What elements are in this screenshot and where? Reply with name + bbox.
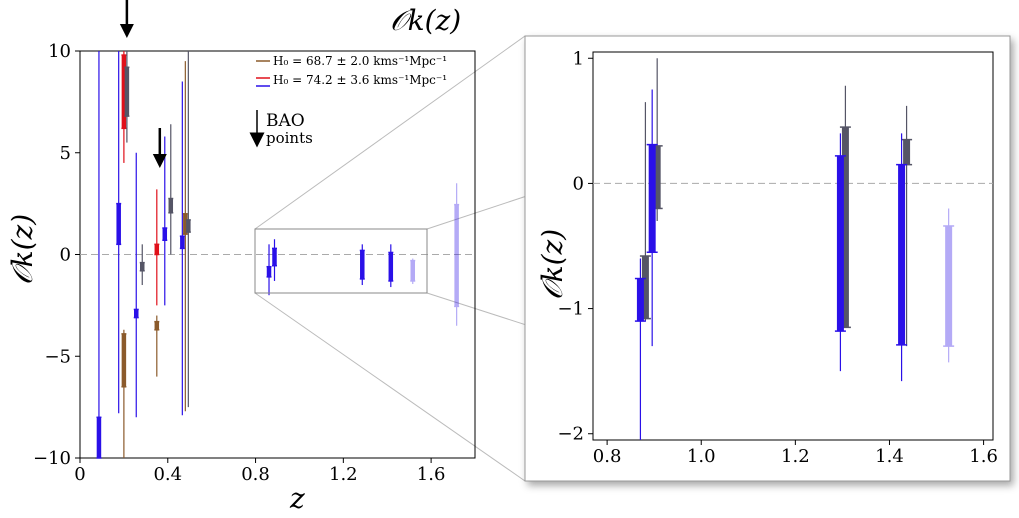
inset-point	[834, 133, 846, 372]
main-data-points	[96, 51, 460, 459]
main-y-tick-label: 5	[60, 143, 71, 164]
main-point	[133, 152, 139, 418]
main-title: 𝒪k(z)	[390, 4, 461, 37]
inset-y-tick-label: −2	[557, 424, 584, 445]
main-point	[162, 136, 168, 306]
inset-point-error-bar	[841, 127, 849, 328]
main-x-tick-label: 1.2	[329, 464, 358, 485]
legend: H₀ = 68.7 ± 2.0 kms⁻¹Mpc⁻¹ H₀ = 74.2 ± 3…	[256, 54, 447, 87]
inset-point-error-bar	[641, 256, 649, 319]
main-point-error-bar	[454, 204, 459, 307]
main-point	[168, 124, 174, 255]
main-point	[185, 51, 191, 408]
main-plot-panel: 0 0.4 0.8 1.2 1.6 10 5 0 −5 −10 𝒪k(z) z 𝒪k(z) H₀ …	[6, 0, 476, 515]
main-point-error-bar	[154, 244, 160, 255]
inset-data-points	[634, 58, 955, 440]
inset-y-tick-label: −1	[557, 299, 584, 320]
inset-y-tick-label: 1	[573, 48, 584, 69]
inset-point-error-bar	[898, 164, 906, 345]
main-point	[121, 51, 127, 163]
main-point-error-bar	[186, 219, 191, 233]
main-point-error-bar	[168, 198, 174, 213]
inset-x-tick-label: 1.2	[781, 446, 810, 467]
bao-arrows	[119, 0, 167, 168]
main-y-axis-label: 𝒪k(z)	[6, 214, 39, 285]
main-point-error-bar	[121, 333, 127, 387]
main-point	[96, 51, 102, 459]
zoom-region-box	[254, 228, 428, 294]
inset-axis-ticks: 0.8 1.0 1.2 1.4 1.6 1 0 −1 −2	[557, 48, 997, 467]
main-point	[454, 183, 460, 326]
main-y-tick-label: −5	[44, 346, 71, 367]
inset-point	[634, 258, 646, 440]
inset-x-tick-label: 1.0	[687, 446, 716, 467]
inset-x-tick-label: 0.8	[593, 446, 622, 467]
main-point	[154, 315, 160, 377]
bao-arrow-head	[152, 154, 167, 168]
main-point	[410, 258, 416, 285]
main-point-error-bar	[183, 213, 188, 235]
main-point-error-bar	[134, 309, 139, 318]
main-point-error-bar	[180, 236, 185, 249]
main-point	[388, 244, 394, 288]
main-point	[266, 244, 272, 296]
main-point	[139, 244, 145, 286]
inset-y-axis-label: 𝒪k(z)	[536, 229, 569, 300]
main-x-tick-label: 1.6	[417, 464, 446, 485]
inset-point-error-bar	[653, 145, 661, 209]
main-point	[121, 329, 127, 458]
inset-plot-frame	[592, 51, 994, 441]
inset-panel: 0.8 1.0 1.2 1.4 1.6 1 0 −1 −2 𝒪k(z)	[524, 35, 1011, 482]
inset-point-error-bar	[945, 225, 953, 347]
bao-arrow-head	[119, 24, 134, 38]
main-point	[182, 61, 188, 412]
main-point-error-bar	[388, 252, 394, 281]
main-point-error-bar	[272, 248, 277, 266]
legend-label-brown: H₀ = 68.7 ± 2.0 kms⁻¹Mpc⁻¹	[273, 54, 447, 68]
inset-point-error-bar	[636, 278, 644, 322]
main-point	[124, 51, 130, 143]
inset-point	[646, 89, 658, 347]
main-point-error-bar	[410, 260, 415, 281]
main-point-error-bar	[124, 67, 130, 117]
main-y-tick-label: 0	[60, 245, 71, 266]
main-point	[179, 81, 185, 416]
inset-background	[524, 35, 1011, 482]
main-point-error-bar	[96, 417, 102, 458]
main-point-error-bar	[140, 262, 145, 271]
bao-points-label: points	[266, 129, 313, 147]
inset-point	[896, 133, 908, 382]
main-point	[116, 51, 122, 414]
main-y-tick-label: 10	[48, 41, 71, 62]
inset-y-tick-label: 0	[573, 173, 584, 194]
main-point	[154, 189, 160, 306]
main-y-tick-label: −10	[33, 448, 71, 469]
inset-point-error-bar	[903, 139, 911, 165]
main-x-tick-label: 0.8	[241, 464, 270, 485]
main-point-error-bar	[154, 321, 160, 330]
inset-x-tick-label: 1.4	[875, 446, 904, 467]
inset-x-tick-label: 1.6	[969, 446, 998, 467]
main-point	[359, 244, 365, 286]
main-x-axis-label: z	[289, 482, 305, 514]
connector-top-left	[254, 35, 526, 230]
inset-point-error-bar	[648, 144, 656, 253]
main-point-error-bar	[116, 203, 121, 245]
bao-label: BAO	[266, 111, 305, 131]
connector-bottom-left	[254, 292, 526, 482]
main-point-error-bar	[121, 55, 127, 129]
main-point-error-bar	[162, 228, 168, 241]
main-point	[272, 239, 277, 281]
main-axis-ticks: 0 0.4 0.8 1.2 1.6 10 5 0 −5 −10	[33, 41, 445, 485]
main-point-error-bar	[266, 266, 272, 277]
inset-point-error-bar	[836, 155, 844, 332]
main-point-error-bar	[360, 250, 365, 279]
inset-point	[943, 208, 955, 363]
bao-annotation: BAO points	[249, 110, 313, 148]
legend-label-red: H₀ = 74.2 ± 3.6 kms⁻¹Mpc⁻¹	[273, 73, 447, 87]
main-x-tick-label: 0.4	[153, 464, 182, 485]
main-x-tick-label: 0	[74, 464, 85, 485]
